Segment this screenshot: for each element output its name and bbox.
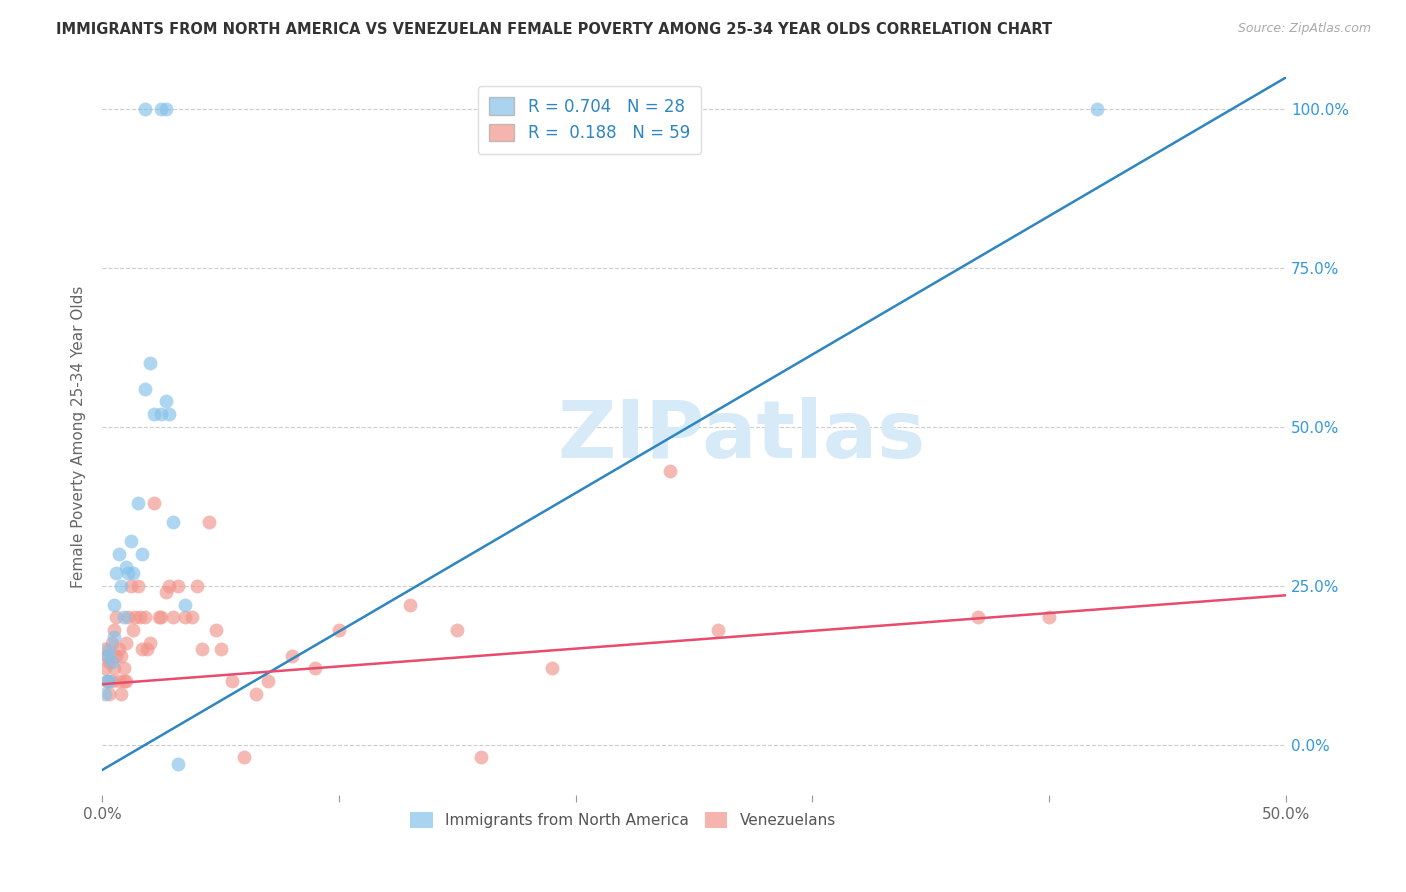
Point (143, 496, 166, 510)
Point (134, 382, 156, 396)
Point (138, 356, 160, 370)
Point (155, 585, 177, 599)
Point (105, 610, 128, 624)
Point (150, 610, 173, 624)
Point (186, 579, 208, 593)
Point (155, 394, 177, 409)
Point (157, 407, 180, 421)
Point (167, 579, 190, 593)
Point (143, 407, 166, 421)
Point (280, 648, 302, 663)
Point (117, 566, 139, 580)
Point (470, 750, 492, 764)
Legend: Immigrants from North America, Venezuelans: Immigrants from North America, Venezuela… (404, 806, 842, 834)
Point (98, 642, 121, 657)
Point (174, 598, 197, 612)
Point (127, 579, 149, 593)
Point (190, 642, 212, 657)
Point (134, 610, 156, 624)
Point (98, 673, 121, 688)
Point (967, 610, 990, 624)
Point (446, 624, 468, 638)
Point (96, 648, 118, 663)
Point (197, 515, 219, 529)
Point (541, 661, 564, 675)
Point (124, 610, 146, 624)
Point (136, 642, 159, 657)
Point (103, 598, 125, 612)
Point (98, 687, 121, 701)
Point (304, 661, 326, 675)
Point (209, 642, 232, 657)
Point (112, 661, 135, 675)
Point (105, 648, 128, 663)
Point (328, 624, 350, 638)
Point (100, 673, 122, 688)
Text: IMMIGRANTS FROM NORTH AMERICA VS VENEZUELAN FEMALE POVERTY AMONG 25-34 YEAR OLDS: IMMIGRANTS FROM NORTH AMERICA VS VENEZUE… (56, 22, 1052, 37)
Point (120, 579, 142, 593)
Point (157, 579, 180, 593)
Point (122, 566, 145, 580)
Text: Source: ZipAtlas.com: Source: ZipAtlas.com (1237, 22, 1371, 36)
Text: ZIPatlas: ZIPatlas (557, 398, 925, 475)
Point (205, 624, 228, 638)
Point (103, 630, 125, 644)
Point (131, 642, 153, 657)
Point (103, 624, 125, 638)
Y-axis label: Female Poverty Among 25-34 Year Olds: Female Poverty Among 25-34 Year Olds (72, 285, 86, 588)
Point (96, 648, 118, 663)
Point (221, 673, 243, 688)
Point (98, 655, 121, 669)
Point (233, 750, 256, 764)
Point (120, 534, 142, 549)
Point (112, 610, 135, 624)
Point (107, 673, 129, 688)
Point (127, 496, 149, 510)
Point (103, 661, 125, 675)
Point (167, 756, 190, 771)
Point (1085, 102, 1108, 116)
Point (138, 636, 160, 650)
Point (162, 515, 184, 529)
Point (100, 655, 122, 669)
Point (96, 673, 118, 688)
Point (110, 579, 132, 593)
Point (150, 407, 173, 421)
Point (399, 598, 422, 612)
Point (131, 547, 153, 561)
Point (107, 547, 129, 561)
Point (1038, 610, 1060, 624)
Point (162, 610, 184, 624)
Point (117, 610, 139, 624)
Point (115, 673, 138, 688)
Point (257, 673, 280, 688)
Point (659, 464, 682, 478)
Point (706, 624, 728, 638)
Point (174, 610, 197, 624)
Point (93, 661, 115, 675)
Point (96, 673, 118, 688)
Point (105, 566, 128, 580)
Point (150, 102, 173, 116)
Point (93, 642, 115, 657)
Point (134, 102, 156, 116)
Point (129, 610, 152, 624)
Point (148, 610, 170, 624)
Point (155, 102, 177, 116)
Point (122, 624, 145, 638)
Point (107, 642, 129, 657)
Point (181, 610, 204, 624)
Point (115, 636, 138, 650)
Point (245, 687, 267, 701)
Point (112, 673, 135, 688)
Point (110, 648, 132, 663)
Point (115, 559, 138, 574)
Point (110, 687, 132, 701)
Point (100, 636, 122, 650)
Point (93, 687, 115, 701)
